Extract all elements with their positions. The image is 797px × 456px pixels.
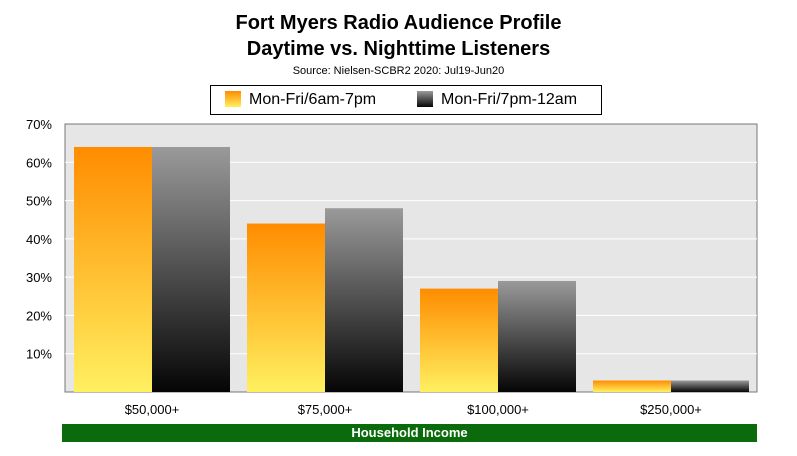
y-tick-label: 10% <box>26 347 52 362</box>
legend-item-night: Mon-Fri/7pm-12am <box>417 91 577 109</box>
legend-item-day: Mon-Fri/6am-7pm <box>225 91 376 109</box>
y-tick-label: 40% <box>26 232 52 247</box>
y-axis-ticks: 10% 20% 30% 40% 50% 60% 70% <box>26 117 52 362</box>
bar-nighttime <box>152 146 230 392</box>
bar-daytime <box>593 380 671 392</box>
bar-nighttime <box>325 208 403 392</box>
x-tick-label: $100,000+ <box>467 402 529 417</box>
x-axis-ticks: $50,000+ $75,000+ $100,000+ $250,000+ <box>125 402 702 417</box>
x-axis-title: Household Income <box>62 424 757 442</box>
chart-source: Source: Nielsen-SCBR2 2020: Jul19-Jun20 <box>292 65 505 77</box>
legend-swatch-night <box>417 91 433 107</box>
y-tick-label: 60% <box>26 155 52 170</box>
y-tick-label: 50% <box>26 194 52 209</box>
bar-nighttime <box>671 380 749 392</box>
bar-daytime <box>247 223 325 392</box>
y-tick-label: 20% <box>26 308 52 323</box>
bars <box>74 146 749 392</box>
x-tick-label: $250,000+ <box>640 402 702 417</box>
legend: Mon-Fri/6am-7pm Mon-Fri/7pm-12am <box>210 85 602 115</box>
bar-nighttime <box>498 280 576 392</box>
x-tick-label: $75,000+ <box>298 402 353 417</box>
x-tick-label: $50,000+ <box>125 402 180 417</box>
chart-subtitle: Daytime vs. Nighttime Listeners <box>246 38 551 60</box>
legend-label-day: Mon-Fri/6am-7pm <box>249 91 377 108</box>
legend-swatch-day <box>225 91 241 107</box>
chart-title: Fort Myers Radio Audience Profile <box>235 12 562 34</box>
y-tick-label: 70% <box>26 117 52 132</box>
bar-daytime <box>420 288 498 392</box>
y-tick-label: 30% <box>26 270 52 285</box>
bar-daytime <box>74 146 152 392</box>
legend-label-night: Mon-Fri/7pm-12am <box>441 91 578 108</box>
